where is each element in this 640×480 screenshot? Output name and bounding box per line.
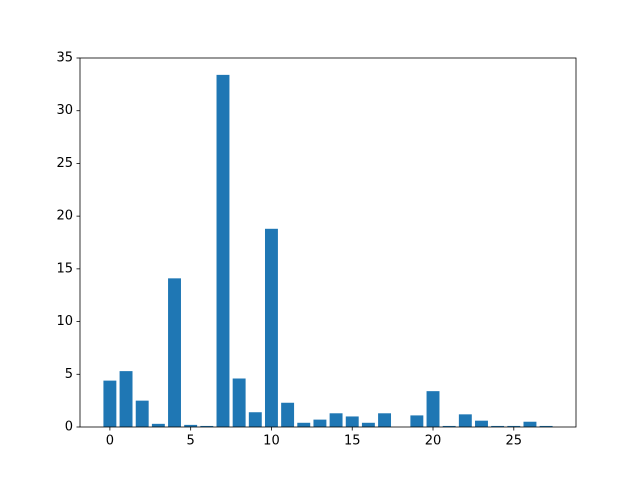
bar: [264, 228, 278, 427]
bar: [475, 420, 488, 427]
bar: [151, 423, 165, 427]
bar: [378, 413, 392, 427]
bar: [103, 380, 117, 427]
bar: [281, 402, 295, 427]
y-tick-label: 10: [56, 314, 73, 329]
bar: [232, 378, 246, 427]
bar: [539, 425, 553, 427]
bar: [523, 421, 537, 427]
plot-frame: [79, 57, 577, 428]
bar: [345, 416, 359, 427]
y-tick-label: 15: [56, 261, 73, 276]
y-tick-label: 25: [56, 156, 73, 171]
y-tick-label: 5: [65, 367, 73, 382]
bar: [297, 422, 311, 427]
bar: [426, 391, 440, 427]
x-tick-label: 0: [106, 434, 114, 449]
bar: [313, 419, 327, 427]
x-tick-label: 5: [187, 434, 195, 449]
bar: [410, 415, 424, 427]
x-tick-label: 20: [425, 434, 442, 449]
y-tick-label: 20: [56, 209, 73, 224]
bar: [200, 425, 214, 427]
bar: [491, 425, 505, 427]
y-tick-label: 30: [56, 103, 73, 118]
bar: [168, 278, 181, 427]
y-tick-label: 35: [56, 51, 73, 66]
bar: [442, 425, 456, 427]
bar: [135, 400, 149, 427]
bar: [119, 371, 133, 427]
x-tick-label: 25: [506, 434, 523, 449]
bar: [248, 412, 262, 427]
bar: [458, 414, 472, 427]
bar: [184, 424, 198, 427]
x-tick-label: 10: [263, 434, 280, 449]
bar: [507, 425, 521, 427]
bar: [361, 422, 375, 427]
bar: [329, 413, 343, 427]
y-tick-label: 0: [65, 420, 73, 435]
bar: [216, 74, 230, 428]
x-tick-label: 15: [344, 434, 361, 449]
